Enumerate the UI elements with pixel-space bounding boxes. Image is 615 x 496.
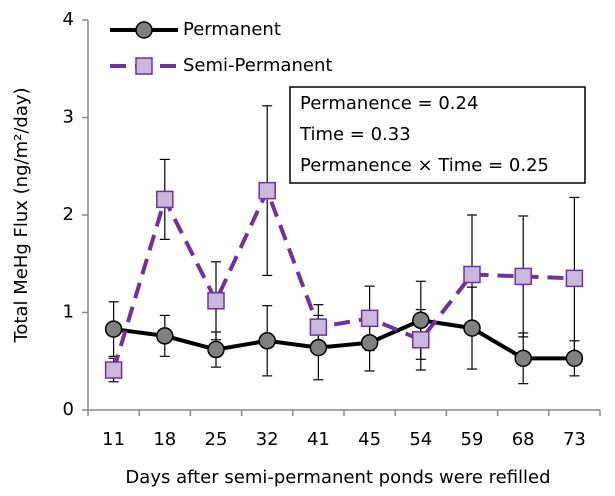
data-point <box>514 267 532 286</box>
data-point <box>207 340 225 359</box>
annotation-text: Permanence × Time = 0.25 <box>300 155 549 176</box>
x-tick-label: 11 <box>102 429 125 450</box>
legend-label: Permanent <box>183 19 281 40</box>
x-tick-label: 59 <box>461 429 484 450</box>
data-point <box>463 319 481 337</box>
x-tick-label: 54 <box>409 429 432 450</box>
legend-label: Semi-Permanent <box>183 55 332 76</box>
data-point <box>258 181 276 200</box>
y-tick-label: 1 <box>63 302 74 323</box>
data-point <box>514 349 532 368</box>
data-point <box>309 338 328 357</box>
annotation-text: Time = 0.33 <box>299 124 411 145</box>
x-tick-label: 68 <box>512 429 535 450</box>
y-tick-label: 0 <box>63 399 74 420</box>
data-point <box>258 332 276 350</box>
x-tick-label: 41 <box>307 429 330 450</box>
data-point <box>360 333 379 352</box>
x-tick-label: 73 <box>563 429 586 450</box>
legend-marker <box>135 57 153 75</box>
series-line <box>111 185 575 371</box>
x-tick-label: 18 <box>153 429 176 450</box>
x-tick-label: 45 <box>358 429 381 450</box>
legend-marker <box>135 21 153 39</box>
data-point <box>412 311 430 330</box>
data-point <box>360 309 379 328</box>
x-axis-label: Days after semi-permanent ponds were ref… <box>125 467 550 488</box>
y-tick-label: 4 <box>63 9 74 30</box>
data-point <box>412 331 430 349</box>
data-point <box>565 349 584 368</box>
y-tick-label: 2 <box>63 204 74 225</box>
data-point <box>104 361 123 379</box>
data-point <box>156 190 174 209</box>
x-tick-label: 32 <box>256 429 279 450</box>
series-line <box>113 318 575 361</box>
x-tick-label: 25 <box>205 429 228 450</box>
data-point <box>463 265 481 284</box>
data-point <box>104 320 123 338</box>
data-point <box>207 292 225 310</box>
data-point <box>565 269 584 288</box>
annotation-box <box>289 86 586 184</box>
y-tick-label: 3 <box>63 107 74 128</box>
y-axis-label: Total MeHg Flux (ng/m²/day) <box>11 87 32 343</box>
data-point <box>309 318 328 336</box>
data-point <box>156 327 174 345</box>
annotation-text: Permanence = 0.24 <box>300 93 478 114</box>
